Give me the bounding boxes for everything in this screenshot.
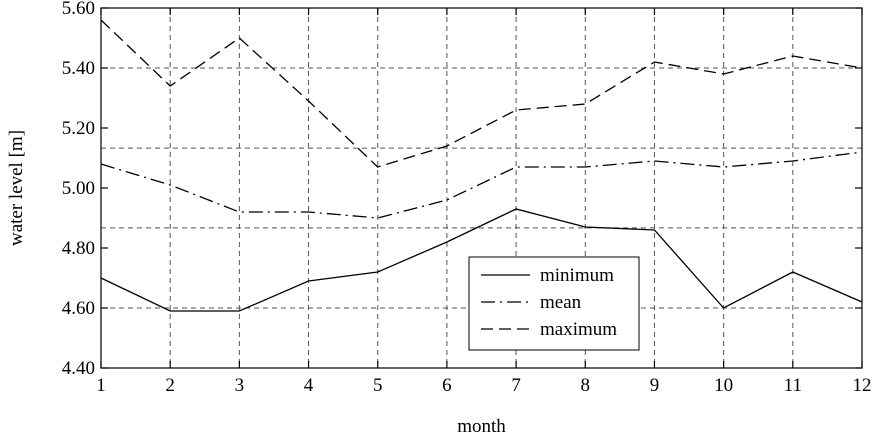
y-axis-label: water level [m]: [6, 130, 27, 246]
y-tick-label: 5.20: [62, 118, 95, 139]
x-tick-label: 1: [96, 375, 106, 396]
y-tick-label: 5.40: [62, 58, 95, 79]
x-tick-label: 10: [714, 375, 733, 396]
series-line-mean: [100, 151, 863, 219]
series-line-maximum: [100, 19, 863, 168]
legend-label-mean: mean: [540, 292, 582, 313]
x-tick-label: 9: [650, 375, 660, 396]
x-tick-label: 3: [235, 375, 245, 396]
legend-box: [468, 256, 640, 351]
y-axis-ticks: 4.40 4.60 4.80 5.00 5.20 5.40 5.60: [62, 0, 862, 379]
x-axis-label: month: [457, 416, 506, 437]
x-tick-label: 7: [511, 375, 521, 396]
y-tick-label: 4.40: [62, 358, 95, 379]
legend-label-minimum: minimum: [540, 265, 614, 286]
series-lines: [100, 19, 863, 312]
y-tick-label: 4.80: [62, 238, 95, 259]
reference-lines: [101, 67, 862, 309]
y-tick-label: 4.60: [62, 298, 95, 319]
x-tick-label: 2: [165, 375, 175, 396]
x-axis-ticks: 1 2 3 4 5 6 7 8 9 10 11 12: [96, 8, 872, 396]
x-tick-label: 11: [784, 375, 802, 396]
series-line-minimum: [100, 208, 863, 312]
legend-label-maximum: maximum: [540, 319, 617, 340]
y-tick-label: 5.00: [62, 178, 95, 199]
legend: minimum mean maximum: [468, 256, 640, 351]
x-tick-label: 8: [581, 375, 591, 396]
x-tick-label: 4: [304, 375, 314, 396]
x-tick-label: 12: [853, 375, 872, 396]
x-tick-label: 5: [373, 375, 383, 396]
x-tick-label: 6: [442, 375, 452, 396]
y-tick-label: 5.60: [62, 0, 95, 19]
